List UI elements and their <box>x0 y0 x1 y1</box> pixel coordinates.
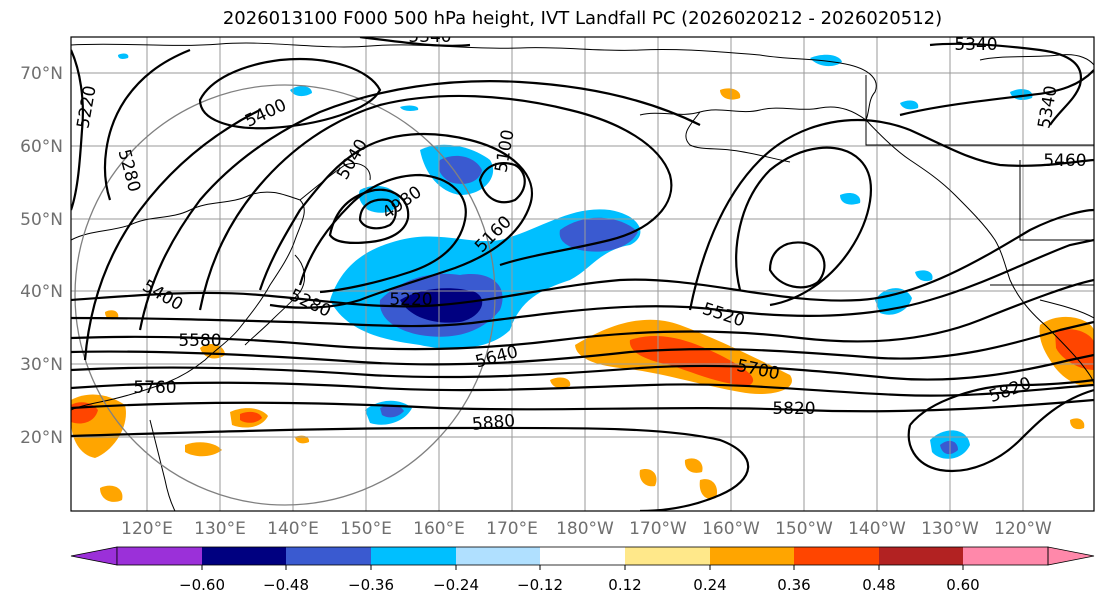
ivt-negative-shading <box>118 53 1033 459</box>
map-title: 2026013100 F000 500 hPa height, IVT Land… <box>222 8 943 29</box>
colorbar-ticks <box>201 565 964 570</box>
gridlines <box>71 37 1094 511</box>
colorbar-tick-label: 0.36 <box>777 576 810 594</box>
colorbar-bin <box>794 547 879 565</box>
colorbar-extend-min <box>70 546 118 566</box>
lat-label: 70°N <box>20 64 63 84</box>
lon-label: 140°E <box>267 519 319 539</box>
ivt-positive-shading <box>71 88 1094 502</box>
height-contours <box>71 37 1094 511</box>
lon-label: 160°W <box>702 519 760 539</box>
contour-label: 5880 <box>471 411 516 435</box>
colorbar-bin <box>625 547 710 565</box>
colorbar-bin <box>710 547 794 565</box>
lon-label: 150°E <box>340 519 392 539</box>
colorbar-bin <box>879 547 963 565</box>
lat-label: 40°N <box>20 282 63 302</box>
map-frame <box>70 36 1095 512</box>
lon-label: 180°W <box>556 519 614 539</box>
lon-label: 170°W <box>629 519 687 539</box>
colorbar-bin <box>963 547 1048 565</box>
lon-label: 140°W <box>848 519 906 539</box>
colorbar-tick-label: 0.48 <box>862 576 895 594</box>
contour-label: 5340 <box>954 35 997 55</box>
lat-label: 50°N <box>20 210 63 230</box>
colorbar-tick-label: −0.12 <box>517 576 563 594</box>
colorbar-bin <box>202 547 286 565</box>
lon-label: 170°E <box>486 519 538 539</box>
latitude-labels: 70°N 60°N 50°N 40°N 30°N 20°N <box>20 64 63 448</box>
colorbar-bin <box>456 547 540 565</box>
colorbar-outline <box>116 546 1049 566</box>
colorbar-tick-label: 0.12 <box>608 576 641 594</box>
landfall-region-circle <box>74 84 496 506</box>
colorbar-extend-max <box>1047 546 1095 566</box>
lat-label: 30°N <box>20 355 63 375</box>
map-area: 5340 5340 5220 5400 5280 5340 5040 4980 … <box>71 27 1094 511</box>
lon-label: 130°E <box>194 519 246 539</box>
lon-label: 130°W <box>921 519 979 539</box>
lon-label: 120°E <box>121 519 173 539</box>
colorbar-bin <box>371 547 456 565</box>
contour-label: 5820 <box>772 399 815 419</box>
lat-label: 60°N <box>20 137 63 157</box>
colorbar-tick-label: 0.24 <box>693 576 726 594</box>
colorbar-bin <box>117 547 202 565</box>
contour-label: 5460 <box>1043 151 1086 171</box>
colorbar-bin <box>540 547 625 565</box>
contour-label: 5220 <box>389 290 432 310</box>
contour-label: 5340 <box>408 27 451 47</box>
contour-label: 5760 <box>133 378 176 398</box>
colorbar: −0.60 −0.48 −0.36 −0.24 −0.12 0.12 0.24 … <box>70 546 1095 594</box>
lat-label: 20°N <box>20 428 63 448</box>
longitude-labels: 120°E 130°E 140°E 150°E 160°E 170°E 180°… <box>121 519 1052 539</box>
colorbar-bin <box>286 547 371 565</box>
colorbar-tick-label: 0.60 <box>946 576 979 594</box>
lon-label: 150°W <box>775 519 833 539</box>
colorbar-tick-label: −0.48 <box>263 576 309 594</box>
colorbar-tick-label: −0.60 <box>179 576 225 594</box>
colorbar-tick-label: −0.24 <box>433 576 479 594</box>
colorbar-tick-label: −0.36 <box>348 576 394 594</box>
lon-label: 120°W <box>994 519 1052 539</box>
contour-label: 5580 <box>178 331 221 351</box>
lon-label: 160°E <box>413 519 465 539</box>
